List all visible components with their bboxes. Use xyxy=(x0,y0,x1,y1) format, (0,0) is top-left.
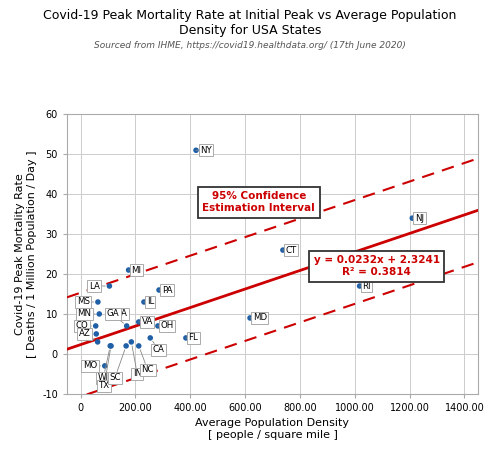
Text: IL: IL xyxy=(144,298,154,307)
Text: MS: MS xyxy=(76,298,94,307)
Text: IA: IA xyxy=(82,329,92,339)
Text: 95% Confidence
Estimation Interval: 95% Confidence Estimation Interval xyxy=(202,192,315,213)
Point xyxy=(318,254,326,262)
Text: NC: NC xyxy=(140,350,154,374)
Text: CO: CO xyxy=(76,321,92,330)
Point xyxy=(192,147,200,154)
Text: MI: MI xyxy=(128,266,141,274)
Point xyxy=(155,286,163,293)
Text: SC: SC xyxy=(109,350,125,382)
Text: MN: MN xyxy=(77,309,95,318)
Text: MD: MD xyxy=(250,313,267,323)
Point xyxy=(124,266,132,273)
Text: GA: GA xyxy=(106,309,124,323)
Point xyxy=(96,310,104,318)
Point xyxy=(146,334,154,342)
Y-axis label: Covid-19 Peak Mortality Rate
[ Deaths / 1 Million Population / Day ]: Covid-19 Peak Mortality Rate [ Deaths / … xyxy=(15,150,36,358)
Point xyxy=(154,322,162,329)
Point xyxy=(140,298,148,306)
Point xyxy=(106,310,114,318)
Text: MA: MA xyxy=(322,258,338,267)
X-axis label: Average Population Density
[ people / square mile ]: Average Population Density [ people / sq… xyxy=(196,419,350,440)
Text: WI: WI xyxy=(98,350,110,382)
Point xyxy=(101,362,109,369)
Point xyxy=(356,283,364,290)
Text: Covid-19 Peak Mortality Rate at Initial Peak vs Average Population
Density for U: Covid-19 Peak Mortality Rate at Initial … xyxy=(44,9,457,37)
Text: NJ: NJ xyxy=(412,214,424,222)
Point xyxy=(134,318,142,326)
Text: VA: VA xyxy=(138,318,152,326)
Text: LA: LA xyxy=(89,282,105,290)
Point xyxy=(92,322,100,329)
Point xyxy=(94,338,102,345)
Text: Sourced from IHME, https://covid19.healthdata.org/ (17th June 2020): Sourced from IHME, https://covid19.healt… xyxy=(94,41,406,50)
Point xyxy=(106,342,114,349)
Text: WA: WA xyxy=(110,309,127,318)
Text: FL: FL xyxy=(186,334,198,343)
Text: IN: IN xyxy=(132,346,141,379)
Point xyxy=(128,338,136,345)
Point xyxy=(182,334,190,342)
Point xyxy=(408,214,416,222)
Point xyxy=(107,342,115,349)
Point xyxy=(106,283,114,290)
Text: CA: CA xyxy=(152,341,165,354)
Point xyxy=(134,342,142,349)
Text: NY: NY xyxy=(196,146,212,155)
Text: RI: RI xyxy=(360,282,371,290)
Point xyxy=(122,322,130,329)
Text: y = 0.0232x + 2.3241
R² = 0.3814: y = 0.0232x + 2.3241 R² = 0.3814 xyxy=(314,255,440,277)
Point xyxy=(92,330,100,338)
Text: MO: MO xyxy=(83,361,100,370)
Point xyxy=(94,298,102,306)
Text: AZ: AZ xyxy=(79,329,94,340)
Point xyxy=(279,247,287,254)
Point xyxy=(122,342,130,349)
Text: TX: TX xyxy=(98,350,110,390)
Text: OH: OH xyxy=(158,321,174,330)
Text: PA: PA xyxy=(159,285,172,294)
Point xyxy=(246,314,254,322)
Text: CT: CT xyxy=(283,246,297,255)
